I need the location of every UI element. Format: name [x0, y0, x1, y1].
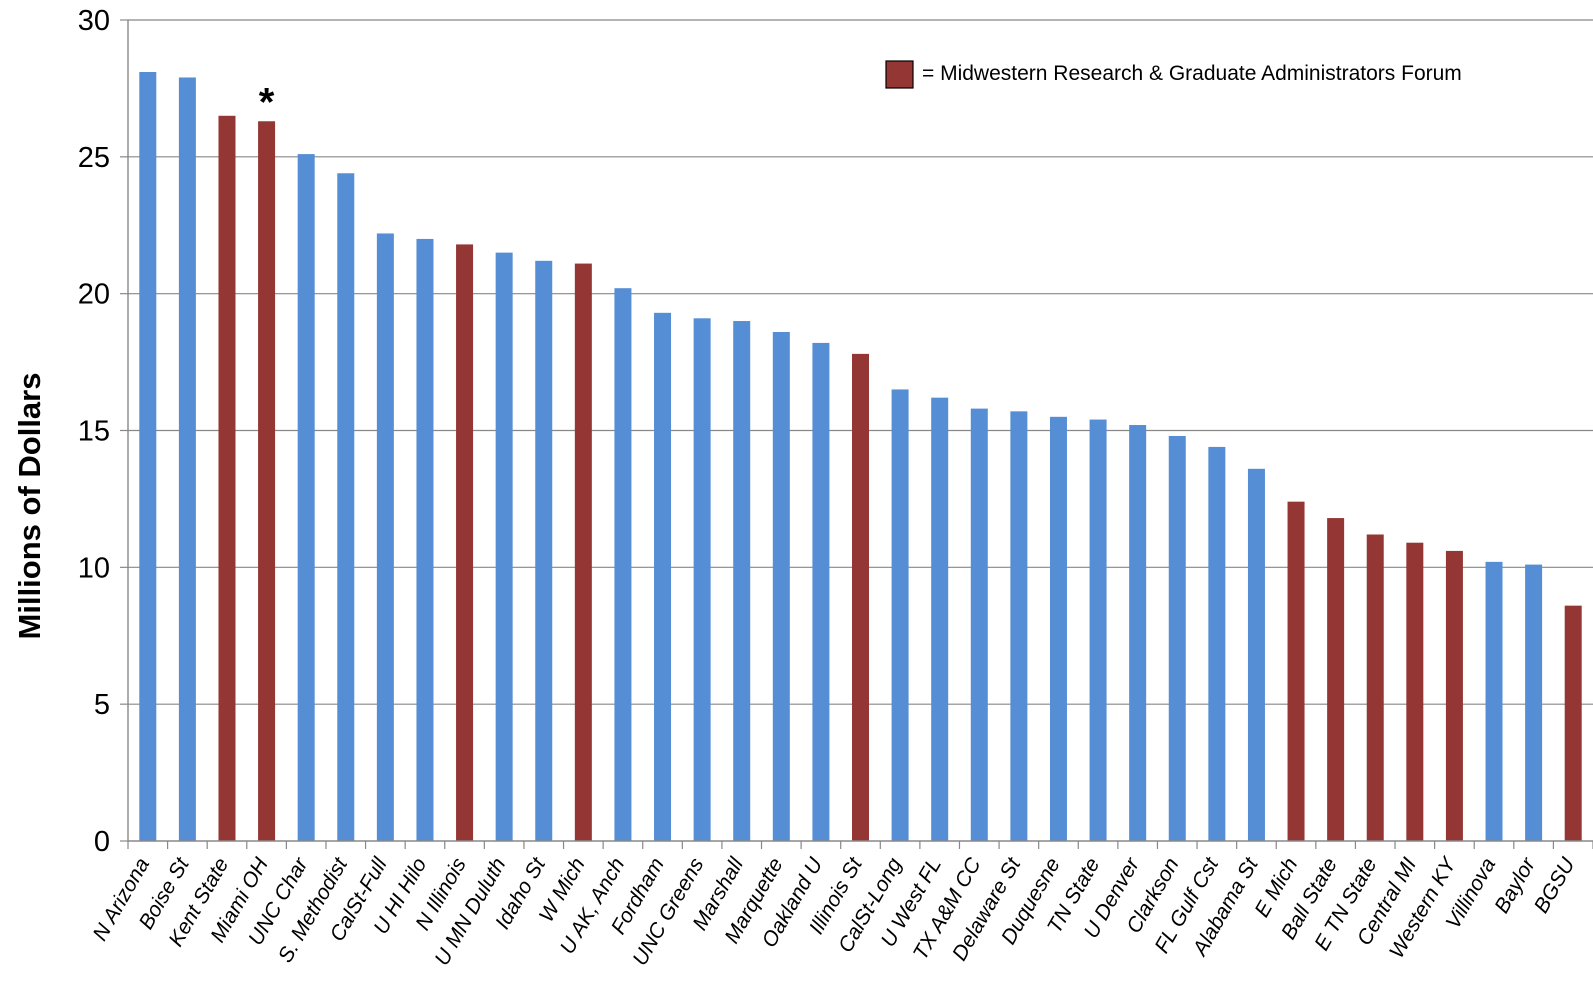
bar — [693, 318, 711, 842]
y-tick-label: 30 — [78, 5, 110, 37]
bar — [337, 173, 355, 842]
bar — [1406, 542, 1424, 841]
bar — [178, 77, 196, 842]
y-axis-label: Millions of Dollars — [12, 373, 47, 640]
y-tick-label: 0 — [94, 826, 110, 858]
annotation-asterisk: * — [259, 80, 275, 124]
bar — [1049, 416, 1067, 841]
bar — [1327, 518, 1345, 841]
axes — [127, 20, 1593, 849]
bar — [495, 252, 513, 841]
y-tick-label: 15 — [78, 416, 110, 448]
x-tick-label: N Arizona — [88, 854, 154, 945]
y-tick-label: 25 — [78, 142, 110, 174]
bar — [1208, 446, 1226, 841]
bar — [1129, 425, 1147, 841]
bars — [139, 71, 1582, 842]
bar — [574, 263, 592, 841]
bar — [1525, 564, 1543, 841]
bar — [258, 121, 276, 842]
bar — [297, 154, 315, 841]
bar — [772, 331, 790, 841]
bar — [456, 244, 474, 841]
bar — [614, 288, 632, 841]
legend: = Midwestern Research & Graduate Adminis… — [885, 60, 1462, 89]
bar — [218, 115, 236, 842]
y-tick-label: 5 — [94, 689, 110, 721]
bar — [535, 260, 553, 841]
bar — [931, 397, 949, 841]
bar — [376, 233, 394, 841]
bar — [139, 71, 157, 842]
legend-swatch — [885, 60, 914, 89]
bar — [1445, 550, 1463, 841]
bar — [1010, 411, 1028, 841]
bar — [970, 408, 988, 841]
bar — [1089, 419, 1107, 841]
legend-label: = Midwestern Research & Graduate Adminis… — [922, 62, 1462, 85]
x-tick-label: BGSU — [1530, 853, 1580, 917]
bar — [1564, 605, 1582, 841]
y-tick-labels: 0 5 10 15 20 25 30 — [78, 5, 110, 858]
bar — [1366, 534, 1384, 841]
y-tick-label: 10 — [78, 552, 110, 584]
bar — [733, 321, 751, 841]
bar — [1247, 468, 1265, 841]
y-tick-label: 20 — [78, 279, 110, 311]
bar — [654, 312, 672, 841]
bar — [1485, 561, 1503, 841]
bar — [852, 353, 869, 841]
bar — [891, 389, 909, 841]
bar — [416, 238, 434, 841]
bar — [1168, 435, 1186, 841]
bar — [1287, 501, 1305, 841]
bar — [812, 342, 830, 841]
